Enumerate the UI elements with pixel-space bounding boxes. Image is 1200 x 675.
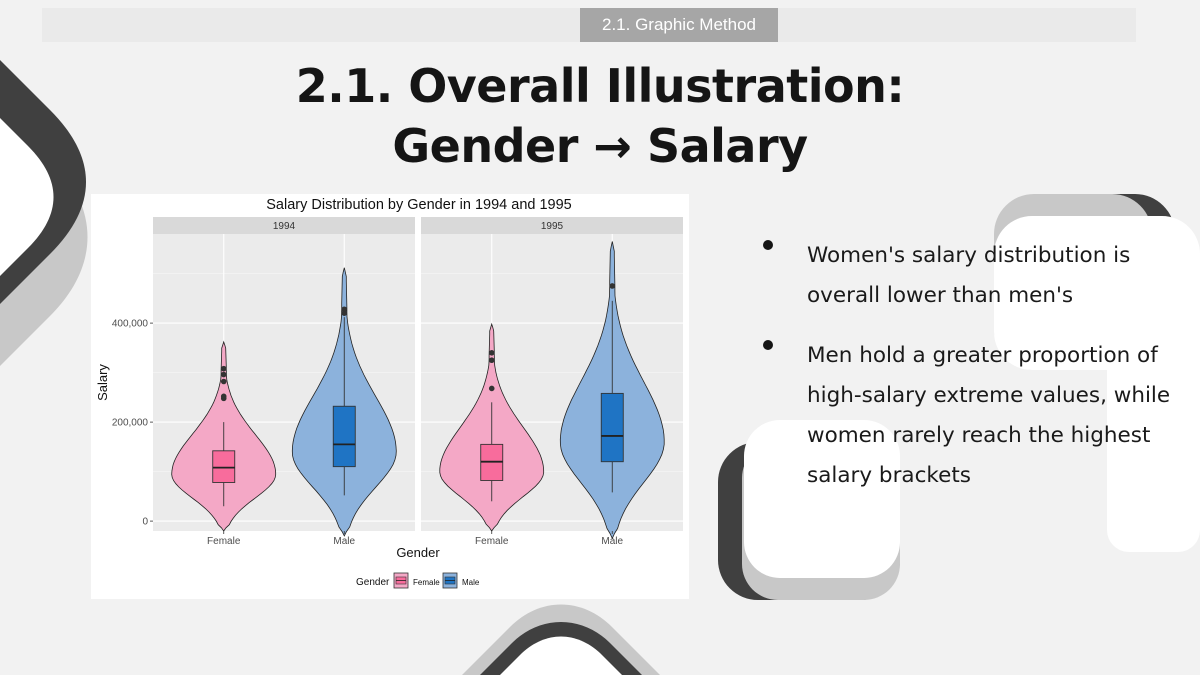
box <box>332 405 356 468</box>
chart-title: Salary Distribution by Gender in 1994 an… <box>266 197 572 213</box>
outlier-point <box>220 371 227 378</box>
x-tick-label: Female <box>475 536 509 547</box>
y-tick-label: 0 <box>142 517 148 528</box>
facet-strip <box>153 217 415 234</box>
box <box>600 392 624 463</box>
x-tick-label: Male <box>601 536 623 547</box>
outlier-point <box>488 357 495 364</box>
facet-label: 1995 <box>541 221 564 232</box>
slide-title-line-2: Gender → Salary <box>392 119 808 173</box>
outlier-point <box>488 385 495 392</box>
facet-strip <box>421 217 683 234</box>
outlier-point <box>609 283 616 289</box>
bullet-item: Women's salary distribution is overall l… <box>760 236 1180 316</box>
outlier-point <box>220 378 227 385</box>
bullet-dot <box>763 240 773 250</box>
outlier-point <box>488 350 495 356</box>
x-tick-label: Female <box>207 536 241 547</box>
section-tag: 2.1. Graphic Method <box>580 8 778 42</box>
slide-title: 2.1. Overall Illustration: Gender → Sala… <box>200 56 1000 176</box>
x-axis-label: Gender <box>396 545 440 560</box>
bullet-text: Men hold a greater proportion of high-sa… <box>807 343 1171 488</box>
legend-label: Female <box>413 578 440 587</box>
y-axis-label: Salary <box>95 364 110 401</box>
bullet-list: Women's salary distribution is overall l… <box>760 236 1180 516</box>
outlier-point <box>220 365 227 372</box>
y-tick-label: 400,000 <box>112 319 149 330</box>
box <box>212 450 236 483</box>
bullet-item: Men hold a greater proportion of high-sa… <box>760 336 1180 496</box>
facet-label: 1994 <box>273 221 296 232</box>
outlier-point <box>341 306 348 313</box>
violin-chart: Salary Distribution by Gender in 1994 an… <box>95 197 683 589</box>
bullet-text: Women's salary distribution is overall l… <box>807 243 1131 308</box>
legend-label: Male <box>462 578 480 587</box>
y-tick-label: 200,000 <box>112 418 149 429</box>
x-tick-label: Male <box>333 536 355 547</box>
outlier-point <box>341 310 348 316</box>
chart-card: Salary Distribution by Gender in 1994 an… <box>91 194 689 599</box>
legend-title: Gender <box>356 577 390 588</box>
bullet-dot <box>763 340 773 350</box>
slide-title-line-1: 2.1. Overall Illustration: <box>295 59 905 113</box>
outlier-point <box>220 393 227 400</box>
